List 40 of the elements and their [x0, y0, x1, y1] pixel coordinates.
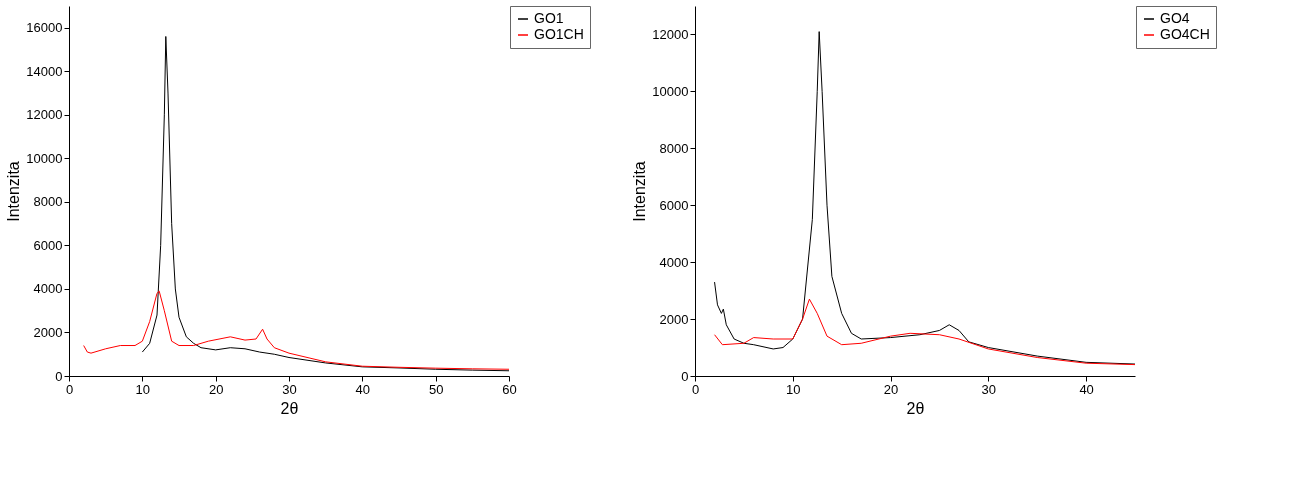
- y-tick-label: 16000: [26, 20, 63, 36]
- y-axis-title: Intenzita: [5, 161, 23, 222]
- x-tick-label: 40: [1079, 381, 1094, 397]
- y-tick-label: 4000: [33, 281, 63, 297]
- line-series: [714, 298, 1136, 366]
- legend-label: GO4: [1160, 10, 1190, 26]
- y-tick-label: 8000: [33, 194, 63, 210]
- legend-label: GO1: [534, 10, 564, 26]
- x-axis-title: 2θ: [906, 399, 925, 417]
- y-tick-label: 0: [55, 368, 63, 384]
- x-tick-label: 50: [428, 381, 444, 397]
- y-tick-label: 12000: [652, 26, 689, 42]
- y-tick-label: 2000: [33, 324, 63, 340]
- y-tick-label: 4000: [659, 254, 689, 270]
- y-tick-label: 0: [681, 368, 689, 384]
- x-tick-label: 0: [691, 381, 700, 397]
- y-tick-label: 6000: [659, 197, 689, 213]
- x-tick-label: 30: [282, 381, 297, 397]
- y-axis-title: Intenzita: [631, 161, 649, 222]
- y-tick-label: 2000: [659, 311, 689, 327]
- x-tick-label: 10: [786, 381, 801, 397]
- y-tick-label: 10000: [652, 83, 689, 99]
- y-tick-label: 14000: [26, 63, 63, 79]
- line-series: [141, 35, 510, 372]
- line-series: [714, 31, 1136, 365]
- x-tick-label: 40: [355, 381, 371, 397]
- x-tick-label: 20: [883, 381, 899, 397]
- y-tick-label: 6000: [33, 237, 63, 253]
- x-tick-label: 20: [208, 381, 224, 397]
- y-tick-label: 10000: [26, 150, 63, 166]
- x-tick-label: 0: [65, 381, 74, 397]
- x-tick-label: 30: [981, 381, 997, 397]
- x-tick-label: 10: [135, 381, 151, 397]
- legend-label: GO4CH: [1160, 26, 1210, 42]
- y-tick-label: 12000: [26, 107, 63, 123]
- legend-label: GO1CH: [534, 26, 584, 42]
- x-axis-title: 2θ: [280, 399, 299, 417]
- y-tick-label: 8000: [659, 140, 689, 156]
- line-series: [83, 290, 510, 370]
- x-tick-label: 60: [502, 381, 517, 397]
